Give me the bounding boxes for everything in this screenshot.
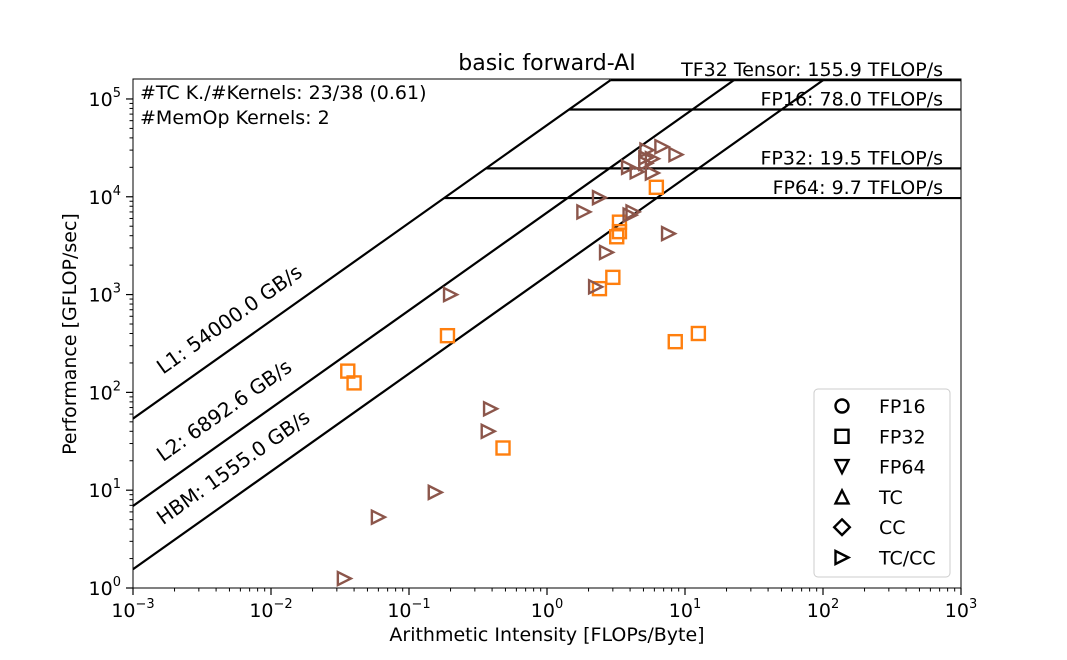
bandwidth-ceiling-line — [133, 79, 824, 571]
y-tick-label: 101 — [89, 477, 121, 502]
data-point-triangle-right — [576, 203, 594, 221]
data-point-square — [611, 223, 628, 240]
data-point-triangle-right — [654, 138, 672, 156]
legend-label: CC — [879, 517, 906, 539]
legend-marker-diamond — [832, 517, 852, 537]
data-point-triangle-right — [660, 225, 678, 243]
x-tick-label: 102 — [807, 597, 839, 622]
data-point-triangle-right — [482, 400, 500, 418]
data-point-triangle-right — [427, 483, 445, 501]
data-point-triangle-right — [644, 164, 662, 182]
x-axis-label: Arithmetic Intensity [FLOPs/Byte] — [389, 624, 704, 646]
legend-marker-triangle-right — [834, 549, 852, 566]
data-point-square — [605, 269, 621, 286]
data-point-square — [611, 214, 628, 230]
y-tick-label: 102 — [89, 379, 121, 404]
tc-kernel-annotation: #TC K./#Kernels: 23/38 (0.61) — [140, 82, 427, 104]
y-tick-label: 100 — [89, 575, 121, 600]
legend-marker-square — [834, 428, 850, 444]
data-point-triangle-right — [668, 146, 686, 164]
x-axis-ticks: 10−3 10−2 10−1 100 101 102 103 — [111, 588, 977, 622]
legend-marker-triangle-up — [833, 487, 851, 505]
data-point-square — [495, 440, 511, 456]
data-point-triangle-right — [622, 206, 640, 224]
data-point-triangle-right — [629, 163, 647, 181]
legend-label: FP32 — [879, 426, 926, 448]
x-tick-label: 101 — [669, 597, 701, 622]
compute-ceiling-label: TF32 Tensor: 155.9 TFLOP/s — [680, 59, 943, 81]
data-point-square — [346, 375, 362, 391]
data-point-square — [591, 280, 608, 297]
legend-label: TC/CC — [878, 548, 936, 570]
legend-marker-triangle-down — [833, 458, 851, 476]
data-point-triangle-right — [480, 422, 498, 440]
x-tick-label: 100 — [531, 597, 563, 622]
legend-label: FP64 — [879, 457, 926, 479]
data-point-triangle-right — [639, 141, 657, 159]
data-point-square — [690, 325, 707, 342]
y-tick-label: 104 — [89, 184, 121, 209]
legend-label: TC — [878, 487, 903, 509]
data-point-triangle-right — [591, 189, 609, 207]
data-point-triangle-right — [644, 150, 662, 168]
data-point-square — [439, 327, 456, 344]
chart-title: basic forward-AI — [458, 51, 635, 76]
x-tick-label: 103 — [945, 597, 977, 622]
data-point-triangle-right — [620, 158, 638, 176]
x-tick-label: 10−1 — [387, 597, 430, 622]
compute-ceiling-label: FP64: 9.7 TFLOP/s — [773, 177, 943, 199]
bandwidth-ceiling-line — [133, 79, 735, 507]
x-tick-label: 10−2 — [249, 597, 292, 622]
data-point-square — [667, 333, 683, 350]
bandwidth-ceiling-line — [133, 79, 612, 420]
data-point-square — [648, 179, 665, 195]
data-points — [336, 138, 707, 587]
compute-ceiling-label: FP16: 78.0 TFLOP/s — [760, 89, 943, 111]
ceiling-lines — [133, 79, 961, 571]
data-point-triangle-right — [370, 508, 388, 526]
x-tick-label: 10−3 — [111, 597, 154, 622]
y-axis-label: Performance [GFLOP/sec] — [59, 213, 81, 455]
memop-kernel-annotation: #MemOp Kernels: 2 — [140, 107, 330, 129]
data-point-triangle-right — [587, 278, 605, 296]
data-point-triangle-right — [442, 286, 460, 304]
y-axis-ticks: 100 101 102 103 104 105 — [89, 86, 133, 600]
y-tick-label: 105 — [89, 86, 121, 111]
data-point-square — [609, 229, 625, 245]
data-point-triangle-right — [625, 203, 643, 221]
data-point-triangle-right — [336, 570, 354, 587]
legend: FP16 FP32 FP64 TC CC TC/CC — [813, 388, 951, 578]
data-point-triangle-right — [598, 243, 616, 261]
legend-label: FP16 — [879, 396, 926, 418]
y-tick-label: 103 — [89, 282, 121, 307]
legend-marker-circle — [834, 398, 850, 414]
compute-ceiling-label: FP32: 19.5 TFLOP/s — [760, 147, 943, 169]
